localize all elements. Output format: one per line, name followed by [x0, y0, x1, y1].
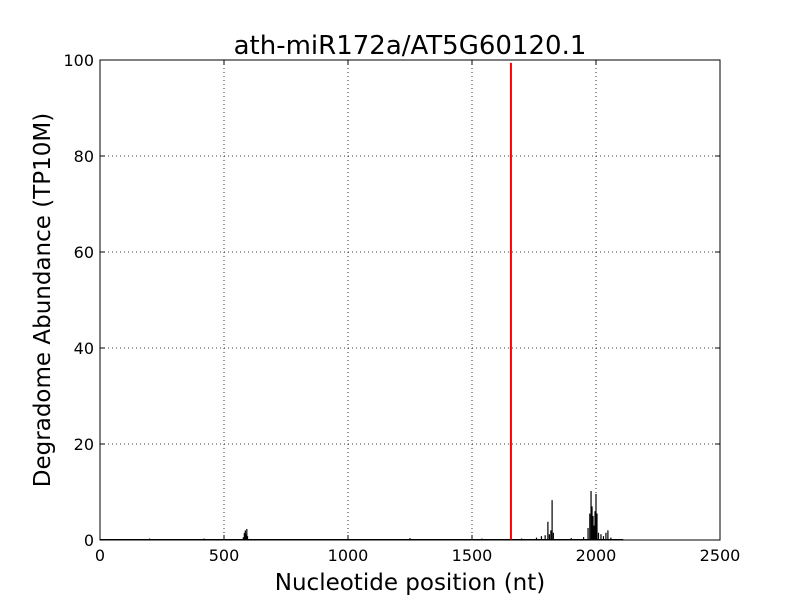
y-tick-label: 20	[74, 435, 94, 454]
y-tick-label: 100	[63, 51, 94, 70]
y-tick-label: 60	[74, 243, 94, 262]
x-tick-label: 500	[209, 546, 240, 565]
y-tick-label: 0	[84, 531, 94, 550]
data-marks	[100, 62, 624, 540]
x-tick-label: 1500	[452, 546, 493, 565]
x-tick-label: 2000	[576, 546, 617, 565]
ticks: 0 500 1000 1500 2000 2500 0 20 40 60 80 100	[63, 51, 740, 565]
plot-frame	[99, 59, 721, 541]
chart-title: ath-miR172a/AT5G60120.1	[234, 31, 587, 61]
y-tick-label: 80	[74, 147, 94, 166]
y-tick-label: 40	[74, 339, 94, 358]
x-tick-label: 1000	[328, 546, 369, 565]
grid	[99, 59, 721, 541]
y-axis-label: Degradome Abundance (TP10M)	[30, 113, 56, 487]
x-tick-label: 2500	[700, 546, 741, 565]
x-tick-label: 0	[95, 546, 105, 565]
x-axis-label: Nucleotide position (nt)	[275, 570, 545, 596]
